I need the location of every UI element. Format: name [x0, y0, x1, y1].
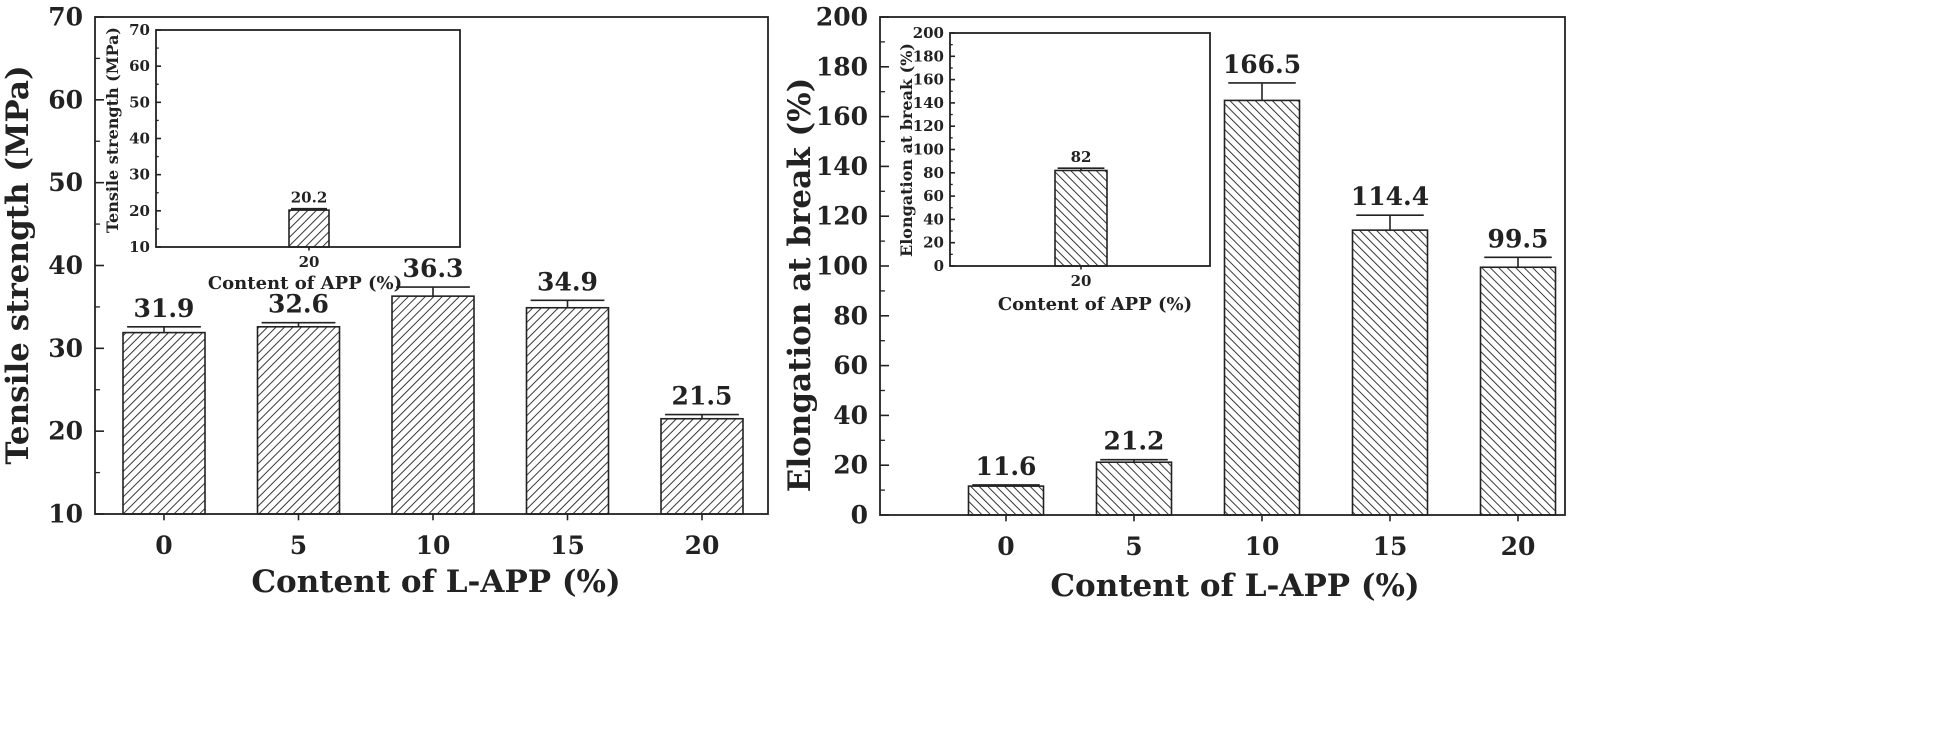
x-tick-label: 5 [1125, 532, 1142, 561]
x-tick-label: 10 [416, 531, 451, 560]
y-axis-title: Elongation at break (%) [897, 43, 916, 257]
x-tick-label: 20 [1501, 532, 1536, 561]
x-tick-label: 5 [290, 531, 307, 560]
data-label: 114.4 [1351, 182, 1429, 211]
y-tick-label: 50 [129, 93, 150, 111]
y-tick-label: 80 [923, 164, 944, 182]
bar [525, 306, 610, 515]
bar [288, 209, 330, 248]
bar [256, 325, 341, 515]
y-tick-label: 70 [48, 3, 83, 32]
x-axis-title: Content of L-APP (%) [1050, 568, 1419, 604]
y-tick-label: 140 [816, 152, 868, 181]
y-tick-label: 20 [833, 451, 868, 480]
y-tick-label: 200 [913, 24, 944, 42]
elongation-inset-chart: 0 20 40 60 80 100 120 140 160 180 200 82 20 Content o… [897, 24, 1211, 315]
data-label: 166.5 [1223, 50, 1301, 79]
y-axis-title: Tensile strength (MPa) [0, 65, 36, 464]
bar [1054, 169, 1108, 267]
y-tick-label: 10 [129, 238, 150, 256]
y-tick-label: 20 [923, 234, 944, 252]
x-tick-label: 20 [299, 253, 320, 271]
x-axis-title: Content of APP (%) [998, 294, 1192, 315]
x-axis-title: Content of APP (%) [208, 273, 402, 294]
y-tick-label: 100 [816, 252, 868, 281]
x-tick-label: 0 [997, 532, 1014, 561]
data-label: 21.5 [672, 382, 733, 411]
y-tick-label: 160 [913, 71, 944, 89]
y-axis-title: Elongation at break (%) [782, 78, 818, 493]
x-tick-label: 0 [155, 531, 172, 560]
bar [391, 295, 475, 515]
tensile-inset-chart: 10 20 30 40 50 60 70 20.2 20 Content of APP (%) Te… [103, 21, 461, 294]
plot-frame [879, 16, 1566, 516]
y-tick-label: 30 [129, 166, 150, 184]
bar [1223, 99, 1301, 516]
data-label: 11.6 [976, 452, 1037, 481]
data-label: 20.2 [291, 189, 328, 207]
y-tick-label: 120 [816, 202, 868, 231]
data-label: 99.5 [1488, 224, 1549, 253]
x-tick-label: 15 [1373, 532, 1408, 561]
y-tick-label: 180 [816, 52, 868, 81]
y-tick-label: 200 [816, 3, 868, 32]
x-tick-label: 20 [1071, 272, 1092, 290]
bar [122, 331, 206, 515]
y-tick-label: 60 [48, 85, 83, 114]
x-tick-label: 10 [1245, 532, 1280, 561]
plot-frame [155, 29, 461, 248]
y-tick-label: 20 [48, 417, 83, 446]
x-tick-label: 20 [685, 531, 720, 560]
plot-frame [949, 32, 1211, 267]
y-tick-label: 70 [129, 21, 150, 39]
y-tick-label: 10 [48, 500, 83, 529]
data-label: 32.6 [268, 290, 329, 319]
y-tick-label: 30 [48, 334, 83, 363]
data-label: 82 [1071, 148, 1092, 166]
data-label: 36.3 [403, 254, 464, 283]
y-tick-label: 40 [129, 130, 150, 148]
y-tick-label: 160 [816, 102, 868, 131]
y-tick-label: 60 [923, 187, 944, 205]
y-tick-label: 60 [833, 351, 868, 380]
y-tick-label: 80 [833, 301, 868, 330]
bar [967, 485, 1045, 516]
x-tick-label: 15 [550, 531, 585, 560]
x-axis-title: Content of L-APP (%) [251, 564, 620, 600]
y-tick-label: 180 [913, 47, 944, 65]
bar [1479, 266, 1557, 516]
y-tick-label: 60 [129, 57, 150, 75]
data-label: 34.9 [537, 267, 598, 296]
bar [1095, 461, 1173, 516]
y-tick-label: 40 [923, 210, 944, 228]
y-tick-label: 50 [48, 168, 83, 197]
y-axis-title: Tensile strength (MPa) [103, 27, 122, 233]
y-tick-label: 0 [934, 257, 944, 275]
plot-frame [94, 16, 769, 515]
y-tick-label: 40 [48, 251, 83, 280]
y-tick-label: 100 [913, 141, 944, 159]
bar [660, 417, 744, 515]
bar [1351, 229, 1429, 516]
y-tick-label: 140 [913, 94, 944, 112]
y-tick-label: 40 [833, 401, 868, 430]
y-tick-label: 20 [129, 202, 150, 220]
y-tick-label: 120 [913, 117, 944, 135]
data-label: 31.9 [134, 294, 195, 323]
data-label: 21.2 [1104, 427, 1165, 456]
y-tick-label: 0 [851, 501, 868, 530]
